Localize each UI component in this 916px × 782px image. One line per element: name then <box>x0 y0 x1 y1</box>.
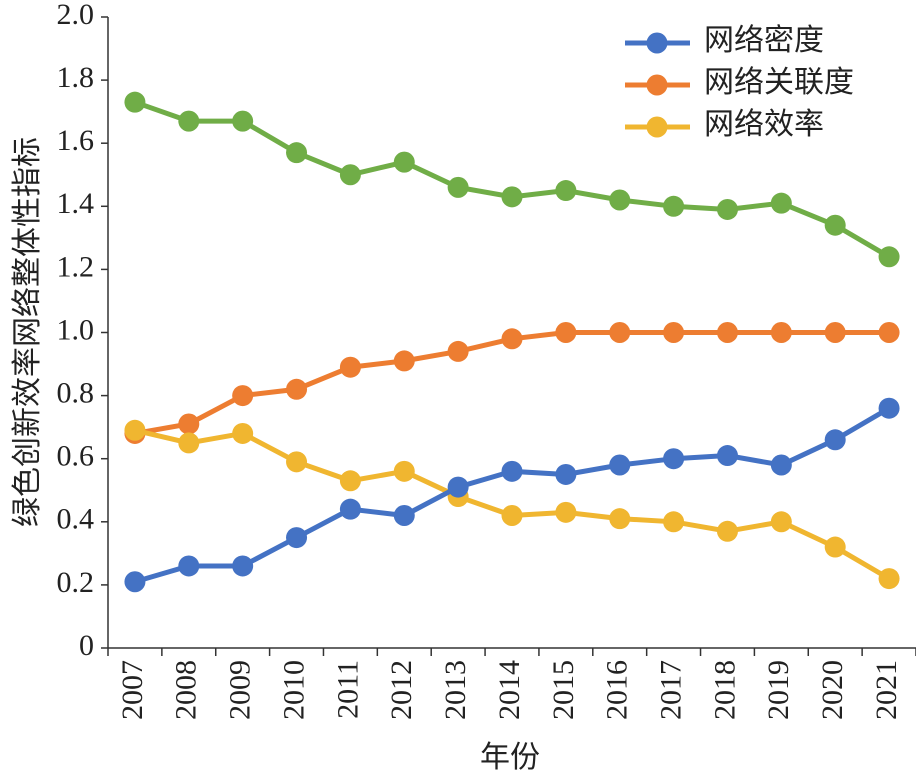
series-marker <box>178 555 200 577</box>
series-marker <box>393 460 415 482</box>
series-marker <box>609 454 631 476</box>
series-marker <box>824 214 846 236</box>
series-marker <box>339 498 361 520</box>
series-marker <box>393 350 415 372</box>
series-marker <box>286 378 308 400</box>
y-tick-label: 0.8 <box>57 376 95 409</box>
y-tick-label: 1.8 <box>57 61 95 94</box>
series-marker <box>878 568 900 590</box>
legend-label: 网络密度 <box>704 24 824 57</box>
series-marker <box>232 385 254 407</box>
series-marker <box>555 501 577 523</box>
y-tick-label: 2.0 <box>57 0 95 31</box>
series-marker <box>878 246 900 268</box>
series-marker <box>824 429 846 451</box>
x-tick-label: 2015 <box>547 660 580 720</box>
series-marker <box>178 432 200 454</box>
y-tick-label: 0.2 <box>57 566 95 599</box>
series-marker <box>609 189 631 211</box>
series-marker <box>716 198 738 220</box>
series-marker <box>663 511 685 533</box>
y-tick-label: 1.4 <box>57 187 95 220</box>
series-marker <box>824 536 846 558</box>
y-tick-label: 0.6 <box>57 440 95 473</box>
legend-marker <box>646 32 668 54</box>
x-tick-label: 2016 <box>601 660 634 720</box>
series-marker <box>124 571 146 593</box>
x-tick-label: 2009 <box>224 660 257 720</box>
x-tick-label: 2007 <box>116 660 149 720</box>
series-marker <box>339 470 361 492</box>
series-marker <box>555 463 577 485</box>
y-tick-label: 0.4 <box>57 503 95 536</box>
series-marker <box>609 508 631 530</box>
x-tick-label: 2017 <box>654 660 687 720</box>
x-tick-label: 2013 <box>439 660 472 720</box>
series-marker <box>393 151 415 173</box>
y-tick-label: 0 <box>79 629 94 662</box>
x-tick-label: 2012 <box>385 660 418 720</box>
legend-label: 网络关联度 <box>704 66 854 99</box>
series-marker <box>339 356 361 378</box>
series-marker <box>232 422 254 444</box>
x-tick-label: 2021 <box>870 660 903 720</box>
series-marker <box>663 195 685 217</box>
series-marker <box>339 164 361 186</box>
series-marker <box>555 322 577 343</box>
series-marker <box>770 454 792 476</box>
series-marker <box>716 520 738 542</box>
x-tick-label: 2020 <box>816 660 849 720</box>
y-tick-label: 1.0 <box>57 313 95 346</box>
series-marker <box>286 527 308 549</box>
x-tick-label: 2018 <box>708 660 741 720</box>
series-marker <box>878 322 900 343</box>
series-marker <box>232 555 254 577</box>
series-marker <box>178 413 200 435</box>
y-tick-label: 1.6 <box>57 124 95 157</box>
series-marker <box>716 322 738 343</box>
series-marker <box>663 322 685 343</box>
series-marker <box>555 180 577 202</box>
x-tick-label: 2011 <box>331 660 364 719</box>
series-marker <box>447 476 469 498</box>
x-tick-label: 2014 <box>493 660 526 720</box>
series-marker <box>770 322 792 343</box>
series-marker <box>447 340 469 362</box>
legend-marker <box>646 116 668 138</box>
x-axis-label: 年份 <box>480 741 540 774</box>
series-marker <box>501 186 523 208</box>
series-marker <box>501 504 523 526</box>
series-marker <box>178 110 200 132</box>
series-marker <box>286 451 308 473</box>
x-tick-label: 2008 <box>170 660 203 720</box>
y-tick-label: 1.2 <box>57 250 95 283</box>
series-line <box>134 427 891 581</box>
series-marker <box>232 110 254 132</box>
series-marker <box>124 419 146 441</box>
series-marker <box>663 448 685 470</box>
x-tick-label: 2010 <box>277 660 310 720</box>
series-marker <box>124 91 146 113</box>
series-marker <box>878 397 900 419</box>
series-marker <box>286 142 308 164</box>
series-marker <box>770 192 792 214</box>
y-axis-label: 绿色创新效率网络整体性指标 <box>11 137 44 527</box>
series-marker <box>770 511 792 533</box>
series-marker <box>609 322 631 343</box>
legend-label: 网络效率 <box>704 108 824 141</box>
x-tick-label: 2019 <box>762 660 795 720</box>
series-marker <box>501 328 523 350</box>
legend-marker <box>646 74 668 96</box>
series-marker <box>824 322 846 343</box>
series-marker <box>716 445 738 467</box>
series-marker <box>447 176 469 198</box>
series-marker <box>393 504 415 526</box>
series-marker <box>501 460 523 482</box>
